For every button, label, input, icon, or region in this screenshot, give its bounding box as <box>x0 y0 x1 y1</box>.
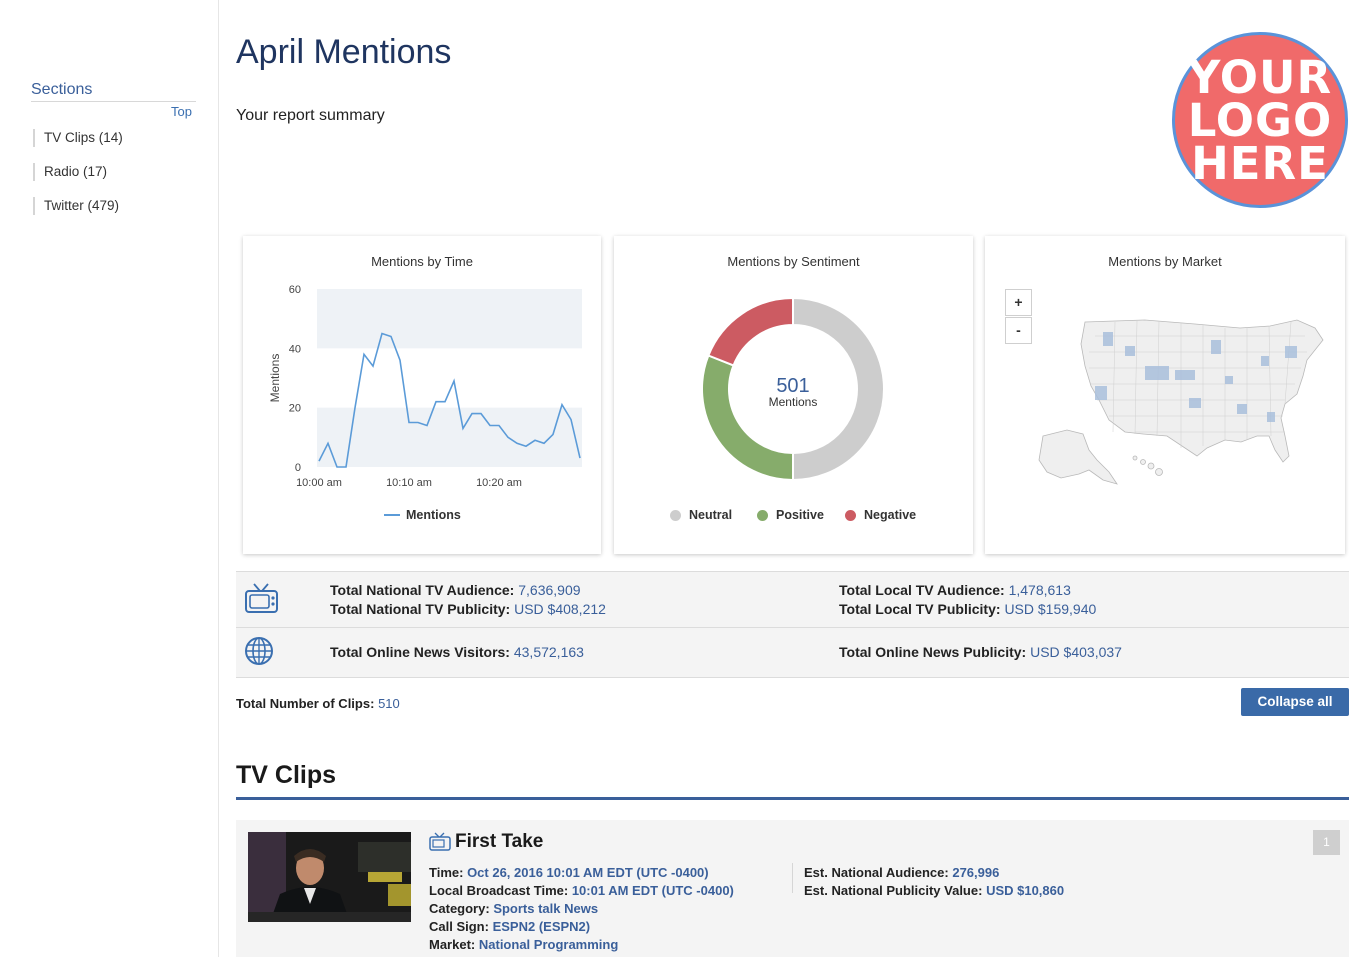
logo-line-3: HERE <box>1191 136 1329 190</box>
tv-clips-heading: TV Clips <box>236 761 337 789</box>
stats-panel: Total National TV Audience: 7,636,909 To… <box>236 571 1349 678</box>
mentions-by-time-card: Mentions by Time 60 40 20 0 10:00 am 10:10 a… <box>243 236 601 554</box>
section-divider <box>236 797 1349 800</box>
clip-divider <box>792 863 793 893</box>
legend-positive[interactable]: Positive <box>757 508 824 522</box>
clip-title-text: First Take <box>455 831 544 852</box>
clip-category: Category: Sports talk News <box>429 901 599 916</box>
report-summary: Your report summary <box>236 107 385 124</box>
chart-title: Mentions by Sentiment <box>727 254 860 269</box>
stats-divider <box>236 627 1349 628</box>
legend-label: Negative <box>864 508 917 522</box>
plot-band <box>317 407 582 467</box>
globe-icon <box>245 637 273 665</box>
y-tick-label: 40 <box>289 343 301 355</box>
legend-label: Positive <box>776 508 824 522</box>
local-tv-audience: Total Local TV Audience: 1,478,613 <box>839 582 1071 598</box>
y-tick-label: 60 <box>289 284 301 296</box>
clip-local-time: Local Broadcast Time: 10:01 AM EDT (UTC … <box>429 883 734 898</box>
logo-line-2: LOGO <box>1187 93 1333 147</box>
clip-number-badge[interactable]: 1 <box>1313 830 1340 855</box>
zoom-in-button[interactable]: + <box>1005 289 1032 316</box>
x-tick-label: 10:00 am <box>296 477 342 489</box>
sidebar-divider <box>31 101 196 102</box>
line-chart: 60 40 20 0 10:00 am 10:10 am 10:20 am Mention… <box>268 284 582 489</box>
legend-neutral[interactable]: Neutral <box>670 508 732 522</box>
legend-dot-neutral <box>670 509 681 521</box>
donut-slice-negative[interactable] <box>707 296 794 367</box>
collapse-all-clips-button[interactable]: Collapse all clips <box>1241 688 1349 737</box>
legend-negative[interactable]: Negative <box>845 508 916 522</box>
online-news-visitors: Total Online News Visitors: 43,572,163 <box>330 644 584 660</box>
chart-title: Mentions by Market <box>1108 254 1222 269</box>
donut-center-value: 501 <box>776 375 809 397</box>
clip-card: First Take Time: Oct 26, 2016 10:01 AM E… <box>236 820 1349 957</box>
clip-est-publicity: Est. National Publicity Value: USD $10,8… <box>804 883 1065 898</box>
us-map[interactable] <box>985 236 1345 554</box>
x-tick-label: 10:10 am <box>386 477 432 489</box>
national-tv-publicity: Total National TV Publicity: USD $408,21… <box>330 601 606 617</box>
sidebar-item-radio[interactable]: Radio (17) <box>33 163 107 181</box>
online-news-publicity: Total Online News Publicity: USD $403,03… <box>839 644 1122 660</box>
clip-title[interactable]: First Take <box>429 831 543 853</box>
legend-line-marker <box>384 514 400 516</box>
map-highlighted-markets <box>1095 332 1297 422</box>
local-tv-publicity: Total Local TV Publicity: USD $159,940 <box>839 601 1097 617</box>
logo-line-1: YOUR <box>1187 50 1333 104</box>
zoom-out-button[interactable]: - <box>1005 317 1032 344</box>
page-title: April Mentions <box>236 33 452 71</box>
sidebar-title: Sections <box>31 81 93 98</box>
sidebar-item-tv-clips[interactable]: TV Clips (14) <box>33 129 123 147</box>
tv-icon <box>245 583 278 613</box>
legend-label: Neutral <box>689 508 733 522</box>
chart-title: Mentions by Time <box>371 254 473 269</box>
clip-thumbnail-image <box>248 832 411 922</box>
clip-est-audience: Est. National Audience: 276,996 <box>804 865 1000 880</box>
logo: YOUR LOGO HERE <box>1172 32 1348 208</box>
donut-center-label: Mentions <box>769 395 818 409</box>
mentions-by-market-card: Mentions by Market + - <box>985 236 1345 554</box>
top-link[interactable]: Top <box>171 104 192 119</box>
plot-band <box>317 289 582 349</box>
legend-label: Mentions <box>406 508 461 522</box>
legend-mentions[interactable]: Mentions <box>384 508 461 522</box>
sidebar-item-twitter[interactable]: Twitter (479) <box>33 197 119 215</box>
map-contiguous-us <box>1080 319 1324 463</box>
legend-dot-negative <box>845 509 856 521</box>
x-tick-label: 10:20 am <box>476 477 522 489</box>
clip-time: Time: Oct 26, 2016 10:01 AM EDT (UTC -04… <box>429 865 709 880</box>
clip-thumbnail[interactable] <box>248 832 411 922</box>
tv-icon <box>429 832 451 851</box>
donut-slice-neutral[interactable] <box>792 296 885 482</box>
legend-dot-positive <box>757 509 768 521</box>
y-axis-label: Mentions <box>268 354 282 403</box>
national-tv-audience: Total National TV Audience: 7,636,909 <box>330 582 581 598</box>
map-alaska <box>1038 429 1118 485</box>
y-tick-label: 0 <box>295 462 301 474</box>
map-hawaii <box>1132 455 1163 476</box>
series-line-mentions <box>318 332 581 468</box>
y-tick-label: 20 <box>289 403 301 415</box>
total-clips: Total Number of Clips: 510 <box>236 696 400 711</box>
mentions-by-sentiment-card: Mentions by Sentiment 501 Mentions Neutr… <box>614 236 973 554</box>
clip-call-sign: Call Sign: ESPN2 (ESPN2) <box>429 919 591 934</box>
donut-chart: 501 Mentions <box>701 296 885 482</box>
sidebar: Sections Top TV Clips (14) Radio (17) Tw… <box>0 0 219 957</box>
clip-market: Market: National Programming <box>429 937 619 952</box>
